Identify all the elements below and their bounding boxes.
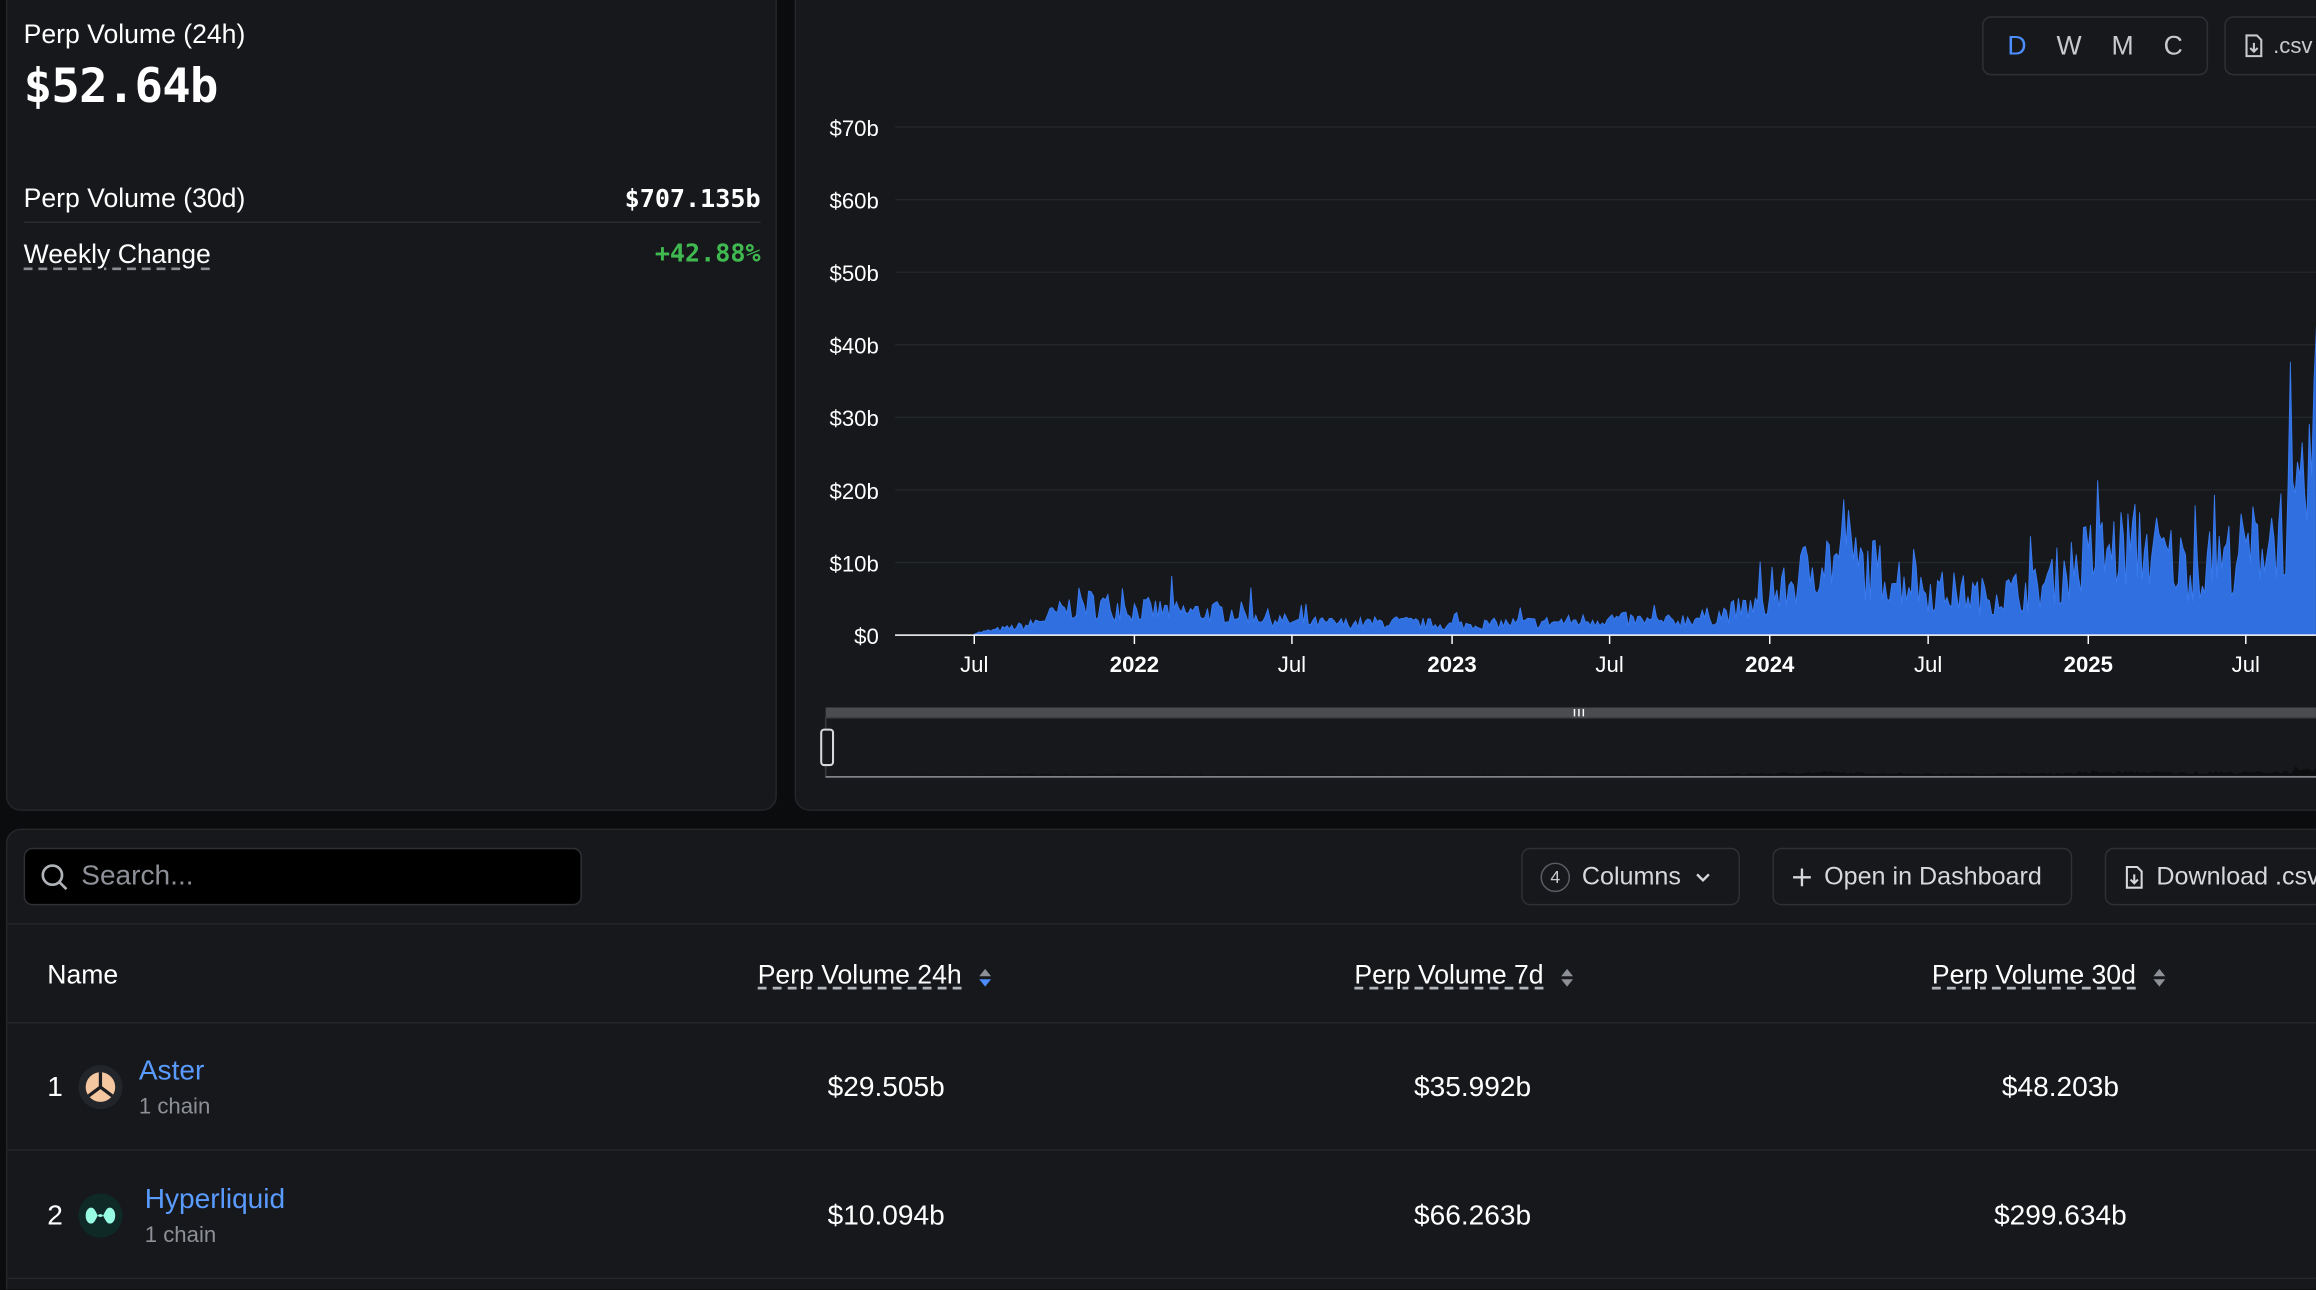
header-vol7d: Perp Volume 7d <box>1354 960 1544 990</box>
brush-overview-area <box>825 765 2316 776</box>
weekly-change-value: +42.88% <box>654 239 761 269</box>
search-box <box>23 847 582 906</box>
x-tick-label: Jul <box>1914 652 1942 677</box>
granularity-weekly-button[interactable]: W <box>2056 30 2082 60</box>
row-rank: 2 <box>47 1200 63 1232</box>
cell-vol7d: $66.263b <box>1414 1200 1532 1232</box>
brush-window <box>824 717 2316 778</box>
header-vol7d-cell[interactable]: Perp Volume 7d <box>1354 960 1573 991</box>
columns-count-badge: 4 <box>1540 861 1571 892</box>
granularity-toggle: D W M C <box>1982 16 2209 76</box>
open-in-dashboard-button[interactable]: Open in Dashboard <box>1772 847 2073 906</box>
sort-icon <box>1560 968 1573 987</box>
header-vol30d-cell[interactable]: Perp Volume 30d <box>1932 960 2166 991</box>
protocol-name-link[interactable]: Hyperliquid <box>144 1184 286 1216</box>
granularity-monthly-button[interactable]: M <box>2111 30 2134 60</box>
file-download-icon <box>2245 34 2263 58</box>
download-csv-label: Download .csv <box>2156 861 2316 890</box>
sort-icon <box>2152 968 2165 987</box>
y-tick-label: $40b <box>830 334 879 359</box>
aster-logo-icon <box>78 1064 123 1110</box>
perp-volume-30d-value: $707.135b <box>624 183 761 214</box>
granularity-daily-button[interactable]: D <box>2007 30 2027 60</box>
brush-left-handle <box>820 728 835 767</box>
cell-vol30d: $299.634b <box>1994 1200 2127 1232</box>
header-name: Name <box>47 960 119 990</box>
hyperliquid-logo-icon <box>78 1193 123 1238</box>
y-tick-label: $30b <box>830 406 879 431</box>
header-vol24h: Perp Volume 24h <box>757 960 962 990</box>
table-row[interactable]: 2 Hyperliquid 1 chain $10.094b $66.263b … <box>7 1152 2316 1280</box>
columns-button[interactable]: 4 Columns <box>1521 847 1740 906</box>
weekly-change-label[interactable]: Weekly Change <box>23 238 211 269</box>
series-area <box>973 326 2316 636</box>
chart-panel: D W M C .csv $0 $10b $20b $30b $40b $50b $60b $… <box>794 0 2316 812</box>
row-rank: 1 <box>47 1072 63 1104</box>
chart-csv-label: .csv <box>2273 33 2313 59</box>
x-tick-label: Jul <box>2232 652 2260 677</box>
volume-chart[interactable]: $0 $10b $20b $30b $40b $50b $60b $70b Jul 2022 Jul… <box>796 0 2316 812</box>
x-tick-label: 2023 <box>1427 652 1476 677</box>
table-header: Name Perp Volume 24h Perp Volume 7d Perp… <box>7 923 2316 1024</box>
y-tick-label: $0 <box>854 624 879 649</box>
header-vol30d: Perp Volume 30d <box>1931 960 2136 990</box>
protocol-chains: 1 chain <box>138 1094 211 1120</box>
perp-volume-30d-label: Perp Volume (30d) <box>23 183 246 213</box>
perp-volume-24h-label: Perp Volume (24h) <box>23 19 246 49</box>
search-icon <box>41 863 68 890</box>
y-tick-label: $10b <box>830 551 879 576</box>
chart-csv-button[interactable]: .csv <box>2224 16 2316 76</box>
x-tick-label: Jul <box>960 652 988 677</box>
y-tick-label: $70b <box>830 116 879 141</box>
file-download-icon <box>2125 865 2143 888</box>
protocol-name-link[interactable]: Aster <box>138 1056 205 1088</box>
perp-volume-24h-value: $52.64b <box>23 57 219 114</box>
cell-vol24h: $10.094b <box>827 1200 945 1232</box>
granularity-cumulative-button[interactable]: C <box>2163 30 2183 60</box>
header-vol24h-cell[interactable]: Perp Volume 24h <box>758 960 992 991</box>
open-in-dashboard-label: Open in Dashboard <box>1824 861 2042 890</box>
cell-vol24h: $29.505b <box>827 1072 945 1104</box>
chevron-down-icon <box>1696 872 1710 882</box>
download-csv-button[interactable]: Download .csv <box>2104 847 2316 906</box>
columns-label: Columns <box>1581 861 1681 890</box>
x-tick-label: Jul <box>1595 652 1623 677</box>
search-input[interactable] <box>81 860 554 893</box>
y-tick-label: $50b <box>830 261 879 286</box>
x-tick-label: Jul <box>1278 652 1306 677</box>
table-panel: 4 Columns Open in Dashboard Download .cs… <box>5 828 2316 1290</box>
protocol-chains: 1 chain <box>144 1222 217 1249</box>
sort-icon <box>978 968 991 987</box>
y-tick-label: $60b <box>830 188 879 213</box>
weekly-change-row: Weekly Change +42.88% <box>24 235 761 273</box>
summary-panel: Perp Volume (24h) $52.64b Perp Volume (3… <box>5 0 777 811</box>
x-tick-label: 2024 <box>1745 652 1795 677</box>
table-row[interactable]: 1 Aster 1 chain $29.505b $35.992b $48.20… <box>7 1024 2316 1151</box>
cell-vol7d: $35.992b <box>1414 1072 1532 1104</box>
cell-vol30d: $48.203b <box>2001 1072 2119 1104</box>
y-tick-label: $20b <box>830 479 879 504</box>
brush-track <box>825 707 2316 718</box>
plus-icon <box>1793 867 1811 886</box>
perp-volume-30d-row: Perp Volume (30d) $707.135b <box>23 176 761 224</box>
x-tick-label: 2025 <box>2064 652 2113 677</box>
x-tick-label: 2022 <box>1110 652 1159 677</box>
